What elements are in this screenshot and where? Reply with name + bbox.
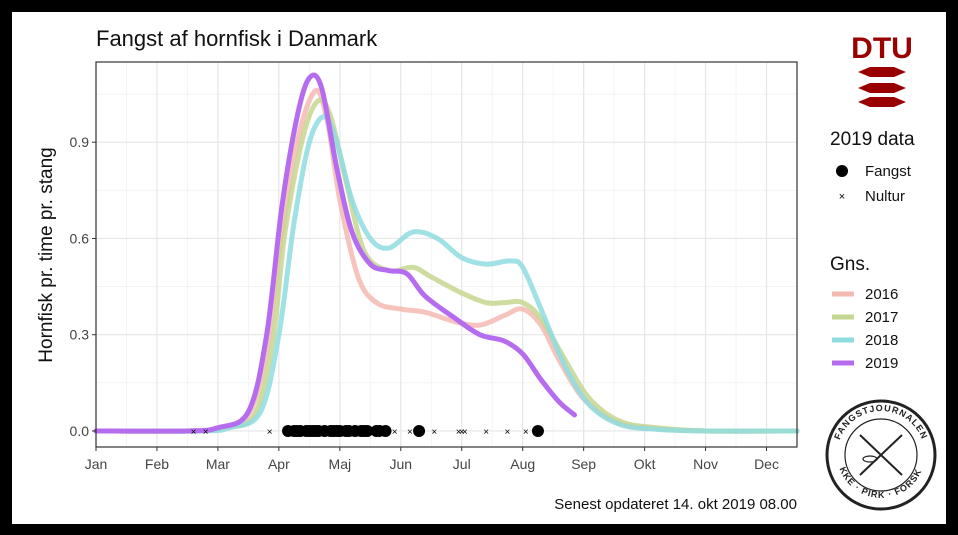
series-line-2019 bbox=[93, 72, 578, 434]
x-tick-label: Jul bbox=[453, 456, 471, 472]
x-tick-label: Jun bbox=[389, 456, 412, 472]
nultur-point: × bbox=[191, 427, 197, 438]
fangst-point bbox=[413, 424, 426, 437]
legend-series: 2016 2017 2018 2019 bbox=[832, 286, 898, 372]
x-tick-label: Feb bbox=[145, 456, 169, 472]
nultur-point: × bbox=[483, 427, 489, 438]
data-points: ×××××××××××××× bbox=[191, 424, 544, 438]
x-tick-label: Aug bbox=[510, 456, 535, 472]
legend-label-2016: 2016 bbox=[865, 286, 898, 303]
x-tick-label: Jan bbox=[85, 456, 108, 472]
chart-title: Fangst af hornfisk i Danmark bbox=[96, 26, 378, 51]
dtu-logo-text: DTU bbox=[851, 32, 913, 65]
chart-frame: Fangst af hornfisk i Danmark × × × × × × × × × × ×… bbox=[12, 12, 946, 524]
legend-label-2019: 2019 bbox=[865, 355, 898, 372]
x-tick-label: Okt bbox=[634, 456, 656, 472]
fangst-point bbox=[379, 424, 392, 437]
nultur-point: × bbox=[462, 427, 468, 438]
nultur-point: × bbox=[459, 427, 465, 438]
legend-title-data: 2019 data bbox=[830, 129, 915, 150]
nultur-point: × bbox=[203, 427, 209, 438]
legend-fangst-marker bbox=[836, 165, 848, 177]
fangst-point bbox=[531, 424, 544, 437]
series-line-2018 bbox=[93, 114, 800, 434]
y-tick-label: 0.0 bbox=[70, 423, 90, 439]
x-tick-label: Maj bbox=[329, 456, 352, 472]
nultur-point: × bbox=[267, 427, 273, 438]
chart-svg: Fangst af hornfisk i Danmark × × × × × × × × × × ×… bbox=[12, 12, 937, 513]
x-tick-label: Dec bbox=[754, 456, 779, 472]
legend-fangst-label: Fangst bbox=[865, 163, 912, 180]
y-axis-label: Hornfisk pr. time pr. stang bbox=[36, 147, 57, 362]
nultur-point: × bbox=[392, 427, 398, 438]
series-lines bbox=[93, 72, 800, 434]
nultur-point: × bbox=[456, 427, 462, 438]
fangst-point bbox=[361, 424, 374, 437]
nultur-point: × bbox=[407, 427, 413, 438]
y-tick-label: 0.9 bbox=[70, 134, 90, 150]
legend-label-2017: 2017 bbox=[865, 309, 898, 326]
legend-nultur-label: Nultur bbox=[865, 188, 905, 205]
nultur-point: × bbox=[523, 427, 529, 438]
x-tick-label: Apr bbox=[268, 456, 290, 472]
legend: 2019 data Fangst × Nultur Gns. 201620172… bbox=[830, 129, 915, 372]
x-tick-label: Nov bbox=[693, 456, 718, 472]
x-tick-label: Sep bbox=[571, 456, 596, 472]
plot-border bbox=[95, 61, 798, 448]
nultur-point: × bbox=[505, 427, 511, 438]
nultur-point: × bbox=[431, 427, 437, 438]
x-tick-label: Mar bbox=[206, 456, 230, 472]
legend-title-gns: Gns. bbox=[830, 254, 870, 275]
grid bbox=[95, 62, 797, 447]
x-axis-ticks: Jan Feb Mar Apr Maj Jun Jul Aug Sep Okt Nov Dec bbox=[85, 447, 779, 472]
y-tick-label: 0.6 bbox=[70, 230, 90, 246]
legend-nultur-marker: × bbox=[839, 191, 845, 203]
legend-label-2018: 2018 bbox=[865, 332, 898, 349]
dtu-logo-icon: DTU bbox=[851, 32, 913, 107]
last-updated-text: Senest opdateret 14. okt 2019 08.00 bbox=[554, 496, 797, 513]
y-axis-ticks: 0.0 0.3 0.6 0.9 bbox=[70, 134, 96, 439]
y-tick-label: 0.3 bbox=[70, 327, 90, 343]
series-line-2017 bbox=[93, 97, 800, 434]
